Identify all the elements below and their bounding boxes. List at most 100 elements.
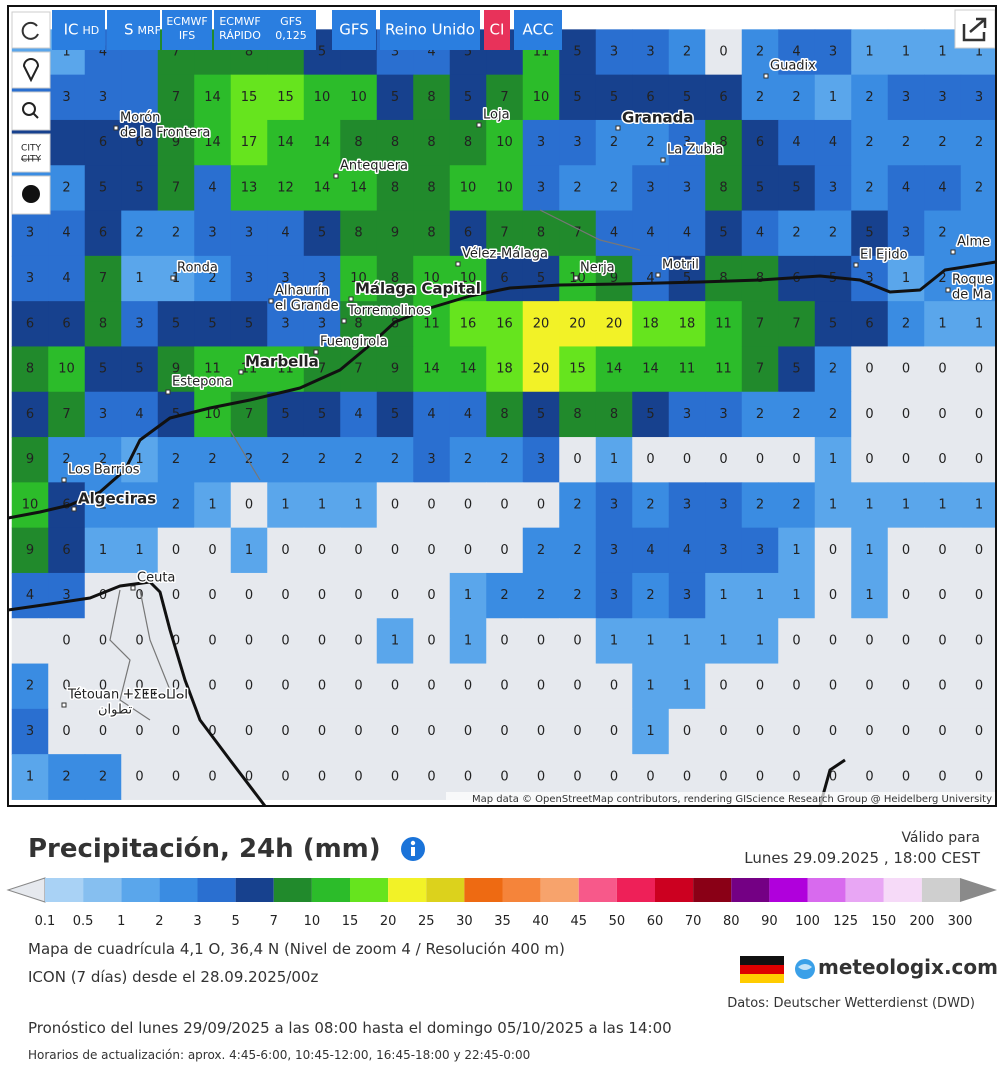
- grid-value: 3: [683, 180, 691, 195]
- grid-value: 0: [610, 679, 618, 694]
- grid-cell: [741, 527, 779, 574]
- grid-cell: [449, 119, 487, 166]
- grid-value: 3: [683, 588, 691, 603]
- grid-value: 10: [496, 135, 513, 150]
- grid-value: 0: [537, 724, 545, 739]
- model-button[interactable]: [162, 10, 212, 50]
- grid-cell: [157, 301, 195, 347]
- grid-cell: [632, 29, 670, 76]
- valid-time: Lunes 29.09.2025 , 18:00 CEST: [744, 849, 980, 867]
- grid-cell: [814, 119, 852, 166]
- grid-cell: [705, 346, 743, 393]
- grid-cell: [48, 210, 86, 257]
- model-button[interactable]: [214, 10, 266, 50]
- grid-cell: [11, 482, 49, 529]
- grid-value: 0: [281, 588, 289, 603]
- pin-icon: [22, 58, 40, 83]
- info-icon[interactable]: [400, 836, 426, 862]
- legend-label: 20: [380, 914, 397, 929]
- grid-cell: [340, 391, 378, 438]
- grid-cell: [157, 482, 195, 529]
- button-label: CI: [490, 21, 505, 39]
- place-label: Fuengirola: [320, 335, 388, 350]
- grid-cell: [851, 708, 889, 755]
- grid-value: 14: [204, 90, 221, 105]
- model-button[interactable]: [484, 10, 510, 50]
- grid-cell: [413, 482, 451, 529]
- refresh-button[interactable]: [11, 11, 51, 49]
- legend-box: [578, 878, 617, 902]
- model-button[interactable]: [266, 10, 316, 50]
- legend-label: 35: [494, 914, 511, 929]
- grid-cell: [486, 255, 524, 302]
- grid-cell: [449, 482, 487, 529]
- grid-cell: [376, 482, 414, 529]
- grid-cell: [121, 119, 159, 166]
- model-button[interactable]: [514, 10, 562, 50]
- model-button[interactable]: [107, 10, 160, 50]
- legend-label: 300: [948, 914, 973, 929]
- grid-value: 3: [26, 271, 34, 286]
- grid-value: 10: [350, 90, 367, 105]
- grid-cell: [11, 391, 49, 438]
- grid-value: 0: [975, 452, 983, 467]
- grid-cell: [449, 437, 487, 483]
- place-marker: [61, 702, 67, 708]
- grid-cell: [267, 165, 305, 212]
- brand[interactable]: meteologix.com: [818, 955, 998, 979]
- grid-cell: [194, 527, 232, 574]
- grid-value: 1: [756, 588, 764, 603]
- grid-cell: [376, 754, 414, 800]
- model-button[interactable]: [52, 10, 105, 50]
- legend-label: 90: [761, 914, 778, 929]
- grid-value: 7: [756, 316, 764, 331]
- grid-value: 0: [135, 769, 143, 784]
- grid-cell: [84, 663, 122, 710]
- model-button[interactable]: [332, 10, 376, 50]
- grid-cell: [11, 708, 49, 755]
- grid-value: 0: [208, 679, 216, 694]
- grid-value: 0: [756, 769, 764, 784]
- grid-value: 4: [646, 226, 654, 241]
- grid-cell: [778, 437, 816, 483]
- grid-value: 0: [391, 724, 399, 739]
- place-marker: [945, 287, 951, 293]
- grid-cell: [632, 482, 670, 529]
- grid-value: 20: [533, 316, 550, 331]
- grid-cell: [84, 754, 122, 800]
- grid-value: 0: [573, 679, 581, 694]
- grid-value: 1: [610, 633, 618, 648]
- city-button[interactable]: [11, 133, 51, 173]
- grid-value: 1: [829, 452, 837, 467]
- place-label: El Ejido: [860, 248, 908, 263]
- grid-value: 4: [756, 226, 764, 241]
- grid-cell: [11, 437, 49, 483]
- zoom-button[interactable]: [11, 91, 51, 131]
- grid-value: 7: [500, 90, 508, 105]
- grid-cell: [595, 165, 633, 212]
- grid-value: 6: [646, 90, 654, 105]
- model-button[interactable]: [380, 10, 480, 50]
- grid-cell: [924, 663, 962, 710]
- grid-cell: [486, 346, 524, 393]
- legend-label: 0.1: [35, 914, 56, 929]
- legend-label: 0.5: [73, 914, 94, 929]
- grid-cell: [668, 482, 706, 529]
- grid-value: 0: [354, 588, 362, 603]
- grid-cell: [303, 165, 341, 212]
- location-button[interactable]: [11, 51, 51, 89]
- grid-cell: [960, 572, 996, 619]
- legend-label: 3: [193, 914, 201, 929]
- grid-cell: [340, 301, 378, 347]
- grid-value: 0: [610, 769, 618, 784]
- grid-cell: [960, 210, 996, 257]
- grid-cell: [960, 74, 996, 121]
- grid-cell: [303, 301, 341, 347]
- grid-cell: [84, 210, 122, 257]
- grid-value: 2: [902, 316, 910, 331]
- legend-box: [502, 878, 541, 902]
- grid-value: 2: [391, 452, 399, 467]
- grid-value: 1: [865, 543, 873, 558]
- grid-value: 15: [277, 90, 294, 105]
- grid-value: 0: [208, 588, 216, 603]
